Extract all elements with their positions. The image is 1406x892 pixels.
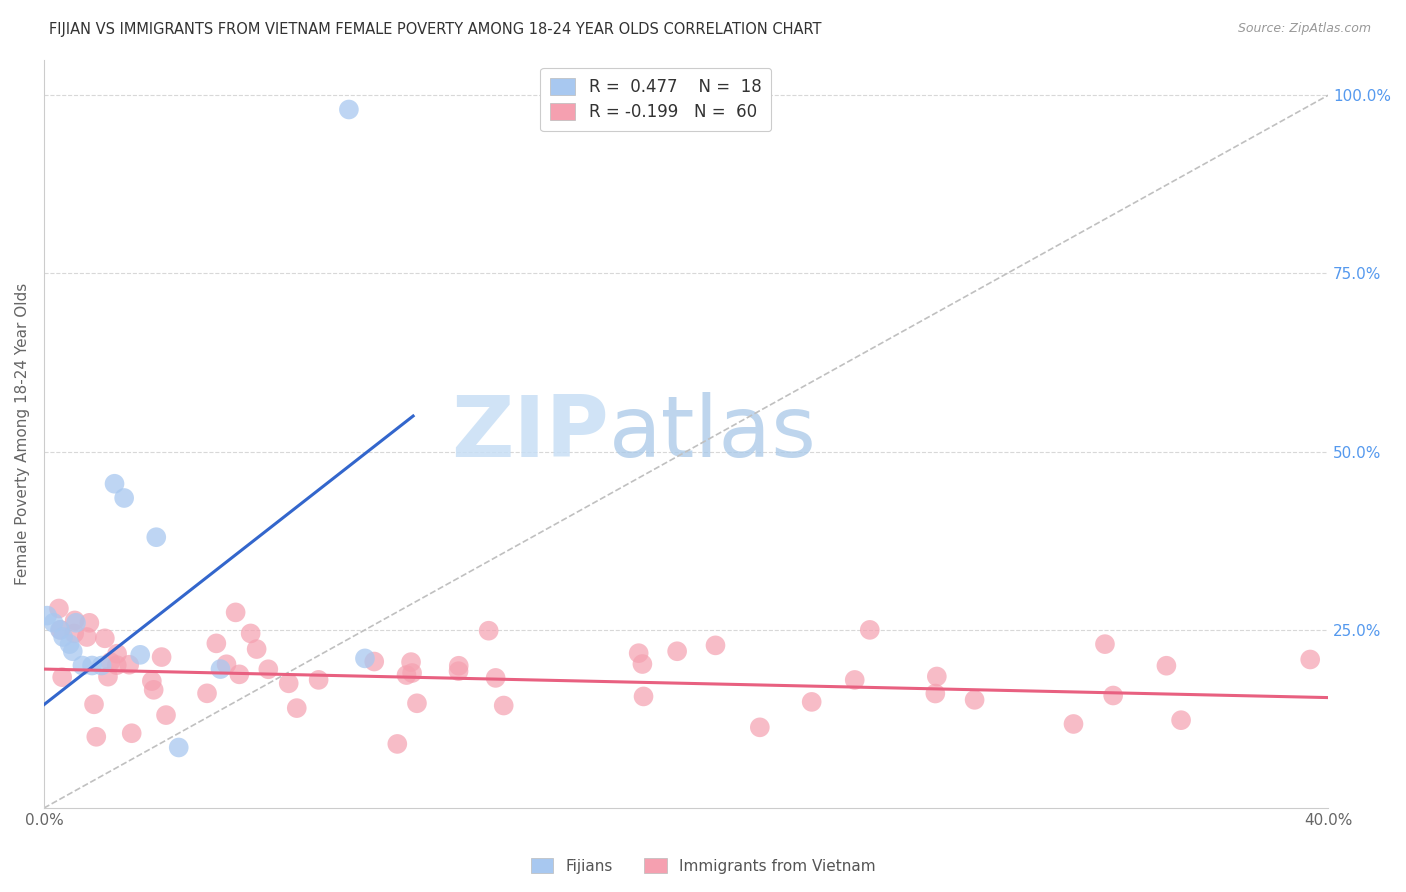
Point [1094,637,1116,651]
Point [257,662,280,676]
Point [49,623,72,637]
Point [631,657,654,671]
Point [1063,717,1085,731]
Point [84,730,107,744]
Point [118,657,141,672]
Point [337,103,360,117]
Point [63,614,86,628]
Point [387,737,409,751]
Point [142,682,165,697]
Point [285,701,308,715]
Point [145,530,167,544]
Point [246,642,269,657]
Point [844,673,866,687]
Point [399,655,422,669]
Point [205,636,228,650]
Point [80,658,103,673]
Point [167,740,190,755]
Legend: R =  0.477    N =  18, R = -0.199   N =  60: R = 0.477 N = 18, R = -0.199 N = 60 [540,68,772,131]
Point [1170,713,1192,727]
Point [485,671,508,685]
Point [58,637,80,651]
Point [406,696,429,710]
Point [395,668,418,682]
Point [35,608,58,623]
Point [103,476,125,491]
Text: FIJIAN VS IMMIGRANTS FROM VIETNAM FEMALE POVERTY AMONG 18-24 YEAR OLDS CORRELATI: FIJIAN VS IMMIGRANTS FROM VIETNAM FEMALE… [49,22,821,37]
Point [963,693,986,707]
Point [209,662,232,676]
Point [76,630,98,644]
Point [79,615,101,630]
Point [129,648,152,662]
Point [100,655,122,669]
Point [51,670,73,684]
Point [121,726,143,740]
Point [94,632,117,646]
Legend: Fijians, Immigrants from Vietnam: Fijians, Immigrants from Vietnam [524,852,882,880]
Point [277,676,299,690]
Point [105,658,128,673]
Point [859,623,882,637]
Point [62,644,84,658]
Point [925,669,948,683]
Point [704,639,727,653]
Point [65,615,87,630]
Point [239,626,262,640]
Point [49,623,72,637]
Point [1102,689,1125,703]
Point [83,698,105,712]
Point [478,624,501,638]
Point [215,657,238,672]
Point [627,646,650,660]
Point [1299,652,1322,666]
Text: Source: ZipAtlas.com: Source: ZipAtlas.com [1237,22,1371,36]
Point [195,686,218,700]
Point [1156,658,1178,673]
Point [48,601,70,615]
Point [225,606,247,620]
Y-axis label: Female Poverty Among 18-24 Year Olds: Female Poverty Among 18-24 Year Olds [15,283,30,585]
Point [447,658,470,673]
Point [666,644,689,658]
Point [72,658,94,673]
Text: ZIP: ZIP [451,392,609,475]
Point [150,650,173,665]
Point [52,630,75,644]
Point [308,673,330,687]
Point [447,664,470,678]
Point [401,666,423,681]
Text: atlas: atlas [609,392,817,475]
Point [228,667,250,681]
Point [748,720,770,734]
Point [363,655,385,669]
Point [354,651,377,665]
Point [63,626,86,640]
Point [492,698,515,713]
Point [924,686,946,700]
Point [105,647,128,661]
Point [42,615,65,630]
Point [112,491,135,505]
Point [155,708,177,723]
Point [97,670,120,684]
Point [800,695,823,709]
Point [141,674,163,689]
Point [90,658,112,673]
Point [633,690,655,704]
